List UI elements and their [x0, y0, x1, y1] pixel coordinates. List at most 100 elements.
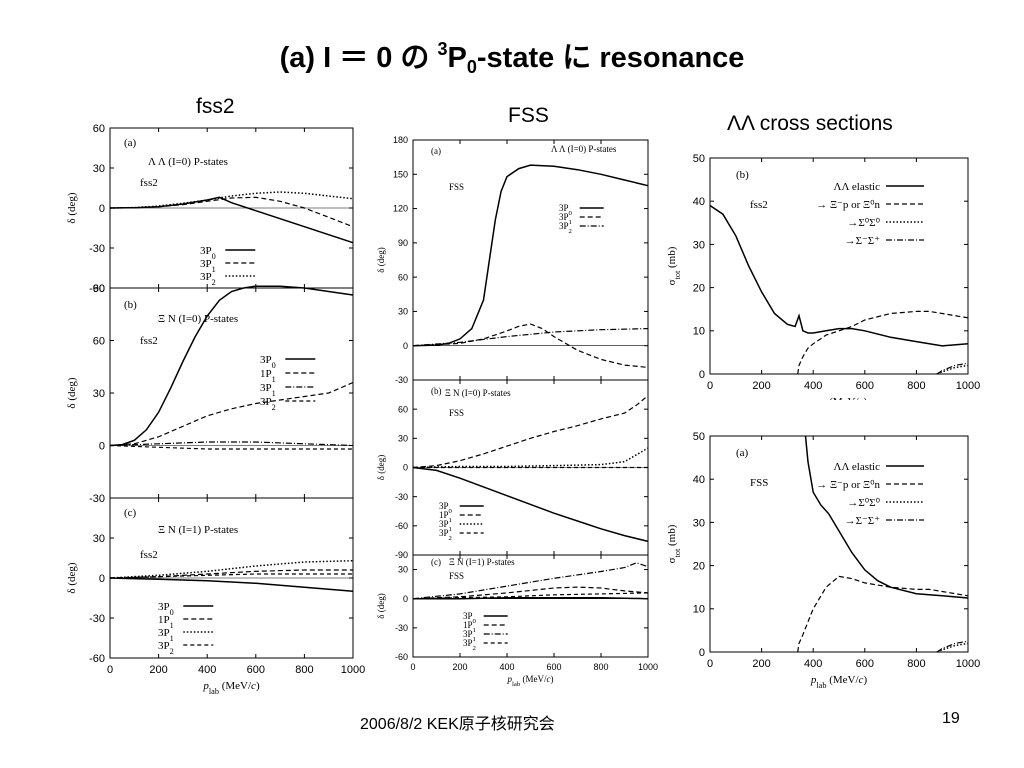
- legend-label: 1P1: [260, 368, 276, 384]
- legend-label: 3P2: [260, 396, 276, 412]
- x-tick-label: 400: [499, 662, 514, 672]
- y-tick-label: -90: [395, 550, 408, 560]
- x-tick-label: 200: [752, 658, 770, 670]
- y-tick-label: 0: [699, 647, 705, 659]
- y-tick-label: 50: [693, 431, 705, 443]
- x-tick-label: 400: [198, 664, 216, 676]
- x-tick-label: 800: [907, 658, 925, 670]
- series-line-fss2-xn0: [109, 381, 354, 447]
- y-tick-label: -30: [395, 492, 408, 502]
- y-tick-label: 10: [693, 604, 705, 616]
- x-tick-label: 400: [804, 380, 822, 392]
- plot-frame: [709, 157, 969, 375]
- model-label: fss2: [750, 199, 768, 211]
- x-axis-label: plab (MeV/c): [810, 674, 868, 690]
- legend-label: ΛΛ elastic: [833, 181, 880, 193]
- model-label: fss2: [140, 335, 158, 347]
- y-tick-label: 60: [93, 335, 105, 347]
- y-tick-label: -30: [395, 375, 408, 385]
- panel-title: Ξ N (I=1) P-states: [449, 557, 515, 567]
- legend-label: 1P1: [158, 614, 174, 630]
- chart-fss-xn0: 60 30 0 -30 -60 -90 δ (deg) (b) Ξ N (I=0) P-stat…: [376, 379, 649, 560]
- y-tick-label: 0: [99, 203, 105, 215]
- y-axis-label: δ (deg): [376, 247, 386, 272]
- y-tick-label: 40: [693, 196, 705, 208]
- panel-label: (b): [124, 299, 137, 311]
- legend-label: 3P2: [439, 528, 452, 542]
- y-tick-label: 30: [398, 433, 408, 443]
- panel-label: (a): [124, 137, 137, 149]
- model-label: FSS: [449, 408, 464, 418]
- y-tick-label: -30: [395, 623, 408, 633]
- legend-label: 3P2: [200, 271, 216, 287]
- series-line-cross-fss: [804, 435, 969, 599]
- legend-label: 3P0: [158, 601, 174, 617]
- legend-label: 3P0: [439, 501, 453, 515]
- y-tick-label: 30: [693, 239, 705, 251]
- y-tick-label: 10: [693, 326, 705, 338]
- y-tick-label: 0: [99, 573, 105, 585]
- legend-label: 1P1: [439, 510, 452, 524]
- y-tick-label: 0: [699, 369, 705, 381]
- panel-title: Λ Λ (I=0) P-states: [148, 156, 228, 168]
- y-tick-label: 30: [398, 565, 408, 575]
- y-tick-label: 150: [393, 169, 408, 179]
- legend-label: →Σ⁻Σ⁺: [845, 515, 881, 527]
- y-tick-label: 20: [693, 560, 705, 572]
- panel-label: (b): [431, 386, 442, 396]
- series-line-fss2-xn0: [109, 444, 353, 450]
- plot-frame: [412, 554, 649, 658]
- model-label: fss2: [140, 549, 158, 561]
- legend-label: → Ξ⁻p or Ξ⁰n: [816, 199, 880, 211]
- legend-label: ΛΛ elastic: [833, 461, 880, 473]
- series-line-cross-fss2: [936, 362, 969, 375]
- y-axis-label: δ (deg): [66, 377, 78, 408]
- y-tick-label: 30: [93, 533, 105, 545]
- panel-label: (b): [736, 169, 749, 181]
- series-line-fss-xn0: [412, 466, 649, 543]
- series-line-fss-xn1: [412, 586, 649, 600]
- y-tick-label: -60: [395, 652, 408, 662]
- legend-label: →Σ⁰Σ⁰: [847, 497, 880, 509]
- column-heading-cross-sections: ΛΛ cross sections: [727, 112, 893, 135]
- x-tick-label: 0: [707, 380, 713, 392]
- x-tick-label: 1000: [341, 664, 365, 676]
- series-line-fss2-xn1: [109, 569, 353, 579]
- panel-title: Ξ N (I=0) P-states: [445, 388, 511, 398]
- series-line-fss-xn0: [412, 447, 649, 469]
- x-tick-label: 600: [856, 658, 874, 670]
- series-line-cross-fss: [936, 640, 969, 653]
- legend-label: 3P2: [559, 221, 572, 235]
- x-tick-label: 0: [410, 662, 415, 672]
- x-tick-label: 200: [149, 664, 167, 676]
- y-tick-label: 30: [693, 517, 705, 529]
- y-tick-label: -30: [89, 613, 105, 625]
- series-line-fss2-ll: [109, 196, 354, 244]
- legend-label: 3P0: [559, 203, 573, 217]
- series-line-fss2-xn1: [109, 573, 353, 579]
- legend-label: →Σ⁻Σ⁺: [845, 235, 881, 247]
- legend-label: →Σ⁰Σ⁰: [847, 217, 880, 229]
- series-line-fss2-ll: [109, 191, 354, 209]
- x-tick-label: 1000: [956, 658, 980, 670]
- panel-title: Λ Λ (I=0) P-states: [551, 144, 617, 154]
- y-tick-label: 60: [398, 404, 408, 414]
- page-number: 19: [942, 710, 960, 727]
- y-axis-label: δ (deg): [66, 192, 78, 223]
- legend-label: 3P0: [463, 611, 477, 625]
- y-tick-label: 90: [93, 283, 105, 295]
- series-line-cross-fss2: [797, 310, 969, 375]
- x-tick-label: 200: [452, 662, 467, 672]
- y-tick-label: 30: [93, 163, 105, 175]
- legend-label: 3P2: [158, 640, 174, 656]
- x-axis-label: plab (MeV/c): [810, 396, 868, 400]
- y-tick-label: 50: [693, 153, 705, 165]
- x-tick-label: 800: [593, 662, 608, 672]
- series-line-cross-fss2: [936, 364, 969, 375]
- legend-label: → Ξ⁻p or Ξ⁰n: [816, 479, 880, 491]
- legend-label: 3P1: [260, 382, 276, 398]
- x-tick-label: 1000: [956, 380, 980, 392]
- x-tick-label: 200: [752, 380, 770, 392]
